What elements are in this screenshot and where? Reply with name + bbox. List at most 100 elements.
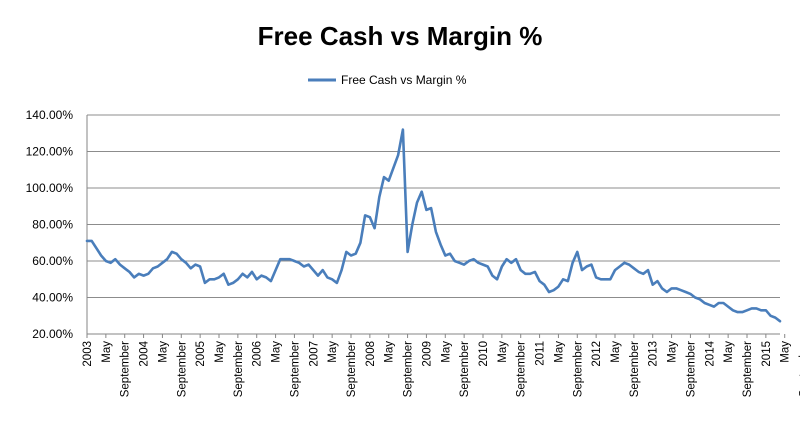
data-point bbox=[482, 264, 484, 266]
data-point bbox=[619, 265, 621, 268]
data-point bbox=[341, 269, 343, 271]
data-point bbox=[213, 278, 215, 280]
x-tick-label: 2011 bbox=[535, 341, 547, 366]
data-point bbox=[289, 258, 291, 260]
x-tick-label: September bbox=[572, 341, 584, 397]
x-axis-ticks: 2003 May September 2004 May September 2005 May S… bbox=[82, 334, 800, 397]
data-point bbox=[256, 278, 258, 280]
x-tick-label: May bbox=[497, 341, 509, 363]
data-point bbox=[510, 262, 512, 264]
y-axis-ticks: 20.00% 40.00% 60.00% 80.00% 100.00% 120.00% 14… bbox=[26, 108, 74, 341]
data-point bbox=[425, 209, 427, 211]
data-point bbox=[435, 231, 437, 233]
data-point bbox=[529, 273, 531, 275]
data-point bbox=[326, 276, 328, 278]
data-point bbox=[449, 253, 451, 255]
x-tick-label: September bbox=[289, 341, 301, 397]
data-point bbox=[364, 214, 366, 216]
data-point bbox=[689, 293, 692, 295]
data-point bbox=[251, 271, 253, 273]
data-point bbox=[557, 286, 560, 288]
data-point bbox=[397, 154, 399, 156]
data-point bbox=[374, 227, 376, 229]
data-point bbox=[232, 282, 234, 284]
data-point bbox=[680, 289, 682, 291]
data-point bbox=[567, 280, 569, 282]
data-point bbox=[298, 262, 300, 264]
data-point bbox=[491, 275, 493, 277]
x-tick-label: September bbox=[233, 341, 245, 397]
data-point bbox=[331, 278, 333, 280]
x-tick-label: 2005 bbox=[195, 341, 207, 367]
data-point bbox=[487, 265, 489, 268]
data-point bbox=[463, 264, 465, 266]
data-point bbox=[284, 258, 286, 260]
data-point bbox=[147, 273, 149, 275]
x-tick-label: May bbox=[780, 341, 792, 363]
data-point bbox=[171, 251, 173, 253]
data-point bbox=[279, 258, 281, 260]
data-point bbox=[638, 271, 640, 273]
data-point bbox=[704, 302, 706, 304]
data-point bbox=[666, 291, 668, 293]
data-point bbox=[765, 309, 767, 311]
data-point bbox=[133, 276, 135, 278]
data-point bbox=[477, 262, 479, 264]
x-tick-label: September bbox=[742, 341, 754, 397]
data-point bbox=[440, 244, 442, 246]
data-point bbox=[595, 276, 597, 278]
data-point bbox=[303, 265, 305, 268]
legend: Free Cash vs Margin % bbox=[308, 73, 467, 87]
data-point bbox=[699, 298, 701, 300]
data-point bbox=[95, 247, 97, 249]
x-tick-label: 2007 bbox=[308, 341, 320, 367]
y-tick-label: 60.00% bbox=[32, 254, 73, 268]
data-point bbox=[369, 216, 371, 218]
data-point bbox=[392, 167, 394, 169]
data-point bbox=[609, 278, 611, 280]
data-point bbox=[223, 273, 225, 275]
data-point bbox=[355, 253, 357, 255]
data-point bbox=[378, 196, 380, 198]
data-point bbox=[760, 309, 762, 311]
data-point bbox=[237, 278, 239, 280]
x-tick-label: September bbox=[176, 341, 188, 397]
series-line-free-cash-vs-margin bbox=[85, 128, 782, 323]
x-tick-label: September bbox=[346, 341, 358, 397]
data-point bbox=[227, 284, 229, 286]
data-point bbox=[774, 317, 776, 319]
x-tick-label: 2003 bbox=[82, 341, 94, 367]
data-point bbox=[576, 251, 578, 253]
data-point bbox=[741, 311, 743, 313]
data-point bbox=[454, 260, 456, 262]
x-tick-label: May bbox=[610, 341, 622, 363]
data-point bbox=[605, 278, 607, 280]
data-point bbox=[199, 265, 201, 268]
data-point bbox=[176, 253, 178, 255]
data-point bbox=[581, 269, 583, 271]
x-tick-label: September bbox=[516, 341, 528, 397]
x-tick-label: May bbox=[101, 341, 113, 363]
data-point bbox=[128, 271, 130, 273]
x-tick-label: September bbox=[120, 341, 132, 397]
x-tick-label: September bbox=[403, 341, 415, 397]
data-point bbox=[416, 202, 418, 204]
data-point bbox=[473, 258, 475, 260]
data-point bbox=[190, 267, 192, 269]
data-point bbox=[524, 273, 527, 275]
data-point bbox=[110, 262, 112, 264]
data-point bbox=[506, 258, 508, 260]
data-point bbox=[501, 265, 503, 268]
y-tick-label: 40.00% bbox=[32, 291, 73, 305]
y-tick-label: 100.00% bbox=[26, 181, 74, 195]
data-point bbox=[444, 254, 446, 257]
data-point bbox=[623, 262, 626, 264]
x-tick-label: May bbox=[723, 341, 735, 363]
x-tick-label: 2008 bbox=[365, 341, 377, 367]
data-point bbox=[345, 251, 347, 253]
data-point bbox=[114, 258, 116, 260]
data-point bbox=[138, 273, 140, 275]
data-point bbox=[713, 306, 715, 308]
y-tick-label: 140.00% bbox=[26, 108, 74, 122]
